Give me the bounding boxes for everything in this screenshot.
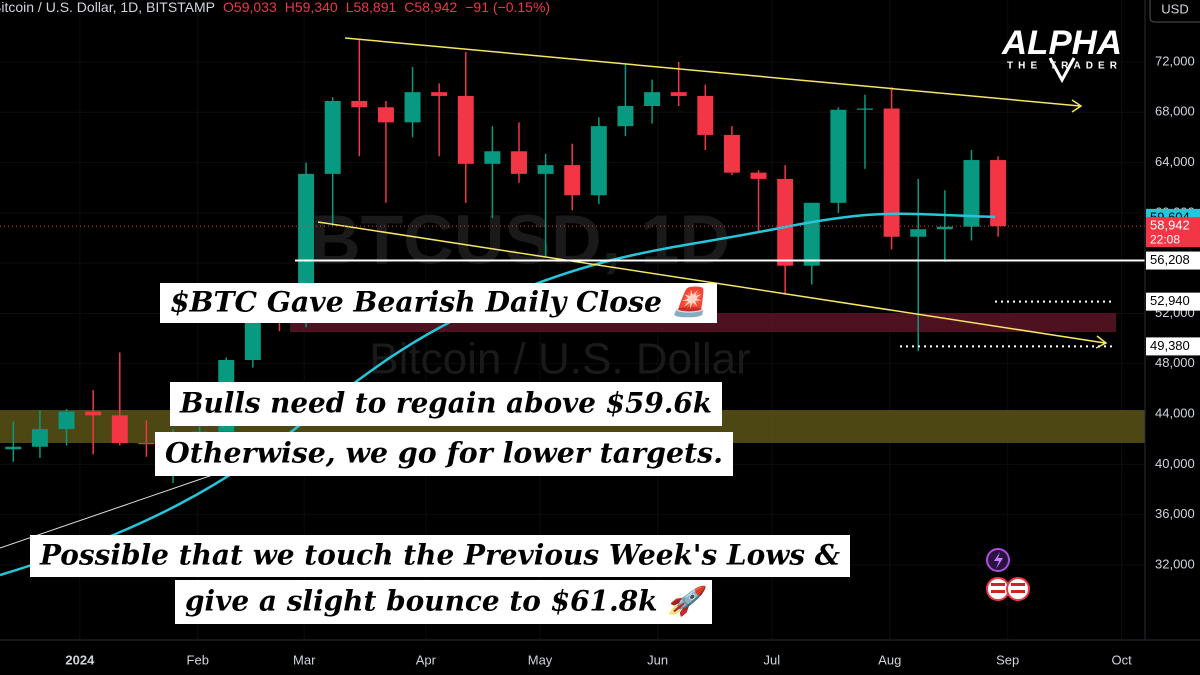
- trend-line: [317, 221, 1106, 344]
- x-tick-label: Mar: [293, 652, 316, 667]
- annotation: Bulls need to regain above $59.6k: [170, 382, 722, 426]
- candle-body: [564, 165, 581, 196]
- header-part: Bitcoin / U.S. Dollar, 1D, BITSTAMP: [0, 0, 215, 15]
- candle-body: [111, 415, 128, 443]
- candle-body: [883, 108, 900, 237]
- x-tick-label: Feb: [187, 652, 209, 667]
- y-tick-label: 44,000: [1155, 405, 1195, 420]
- price-label-box: [1146, 251, 1200, 270]
- price-label: 49,380: [1150, 338, 1190, 353]
- annotation-text: Otherwise, we go for lower targets.: [165, 437, 723, 470]
- candle-body: [777, 178, 794, 266]
- logo-subtext: THE TRADER: [1007, 61, 1118, 72]
- candle-body: [5, 446, 22, 450]
- y-tick-label: 48,000: [1155, 355, 1195, 370]
- candle-body: [644, 92, 661, 106]
- candle-body: [351, 100, 368, 108]
- y-tick-label: 64,000: [1155, 154, 1195, 169]
- header-part: H59,340: [285, 0, 338, 15]
- button-label[interactable]: USD: [1161, 1, 1188, 16]
- price-label-box: [1146, 337, 1200, 356]
- candle-body: [298, 173, 315, 318]
- x-tick-label: May: [528, 652, 553, 667]
- candle-body: [750, 172, 767, 179]
- arrow-head: [1071, 99, 1083, 113]
- y-tick-label: 32,000: [1155, 556, 1195, 571]
- x-tick-label: Jul: [764, 652, 781, 667]
- candle-body: [138, 442, 155, 445]
- header-part: O59,033: [223, 0, 277, 15]
- price-label-box: [1146, 217, 1200, 248]
- price-countdown: 22:08: [1150, 232, 1180, 246]
- x-tick-label: 2024: [65, 652, 95, 667]
- candle-body: [936, 226, 953, 230]
- annotation-text: give a slight bounce to $61.8k 🚀: [185, 585, 708, 618]
- price-label: 56,208: [1150, 252, 1190, 267]
- header: Bitcoin / U.S. Dollar, 1D, BITSTAMP O59,0…: [0, 0, 550, 15]
- trend-line: [344, 37, 1081, 107]
- candle-body: [723, 134, 740, 173]
- candle-body: [670, 92, 687, 96]
- annotation-text: Bulls need to regain above $59.6k: [179, 387, 712, 420]
- logo-mark: [1048, 57, 1076, 84]
- annotation: give a slight bounce to $61.8k 🚀: [175, 580, 712, 624]
- x-tick-label: Sep: [996, 652, 1019, 667]
- candle-body: [31, 429, 48, 447]
- candle-body: [404, 92, 421, 123]
- annotation-text: $BTC Gave Bearish Daily Close 🚨: [170, 286, 711, 319]
- price-label: 58,942: [1150, 218, 1190, 233]
- header-part: L58,891: [346, 0, 397, 15]
- event-icons: [986, 548, 1030, 601]
- candle-body: [244, 312, 261, 360]
- watermark: Bitcoin / U.S. Dollar: [369, 335, 750, 384]
- candle-body: [910, 229, 927, 237]
- candle-body: [484, 151, 501, 164]
- candle-body: [431, 92, 448, 96]
- candle-body: [963, 160, 980, 227]
- candle-body: [511, 151, 527, 174]
- candle-body: [857, 108, 873, 110]
- currency-button[interactable]: USD: [1149, 0, 1200, 23]
- candle-body: [58, 411, 75, 430]
- x-tick-label: Apr: [416, 652, 437, 667]
- x-tick-label: Oct: [1111, 652, 1132, 667]
- y-tick-label: 72,000: [1155, 53, 1195, 68]
- y-tick-label: 36,000: [1155, 506, 1195, 521]
- annotation: Otherwise, we go for lower targets.: [155, 432, 733, 476]
- header-part: −91 (−0.15%): [465, 0, 550, 15]
- levels: [0, 225, 1145, 348]
- x-tick-label: Jun: [647, 652, 668, 667]
- candle-body: [617, 105, 634, 127]
- candle-body: [830, 109, 847, 203]
- candle-body: [324, 100, 341, 174]
- candle-body: [457, 95, 474, 164]
- candle-body: [590, 126, 607, 196]
- candle-body: [990, 160, 1007, 227]
- candle-body: [537, 165, 554, 174]
- y-tick-label: 68,000: [1155, 104, 1195, 119]
- candle-body: [85, 411, 102, 416]
- annotation-text: Possible that we touch the Previous Week…: [39, 539, 840, 572]
- annotation: $BTC Gave Bearish Daily Close 🚨: [160, 283, 717, 323]
- candle-body: [377, 107, 394, 123]
- annotation: Possible that we touch the Previous Week…: [30, 535, 850, 577]
- price-label: 52,940: [1150, 293, 1190, 308]
- candles: [5, 39, 1007, 484]
- header-text: Bitcoin / U.S. Dollar, 1D, BITSTAMP O59,0…: [0, 0, 550, 15]
- header-part: C58,942: [404, 0, 457, 15]
- candle-body: [697, 95, 714, 135]
- logo: ALPHA THE TRADER: [1001, 24, 1122, 84]
- x-tick-label: Aug: [878, 652, 901, 667]
- candle-body: [803, 202, 820, 266]
- button-frame: [1149, 0, 1200, 23]
- watermark: BTCUSD, 1D: [310, 200, 730, 278]
- price-label-box: [1146, 292, 1200, 311]
- y-tick-label: 40,000: [1155, 456, 1195, 471]
- logo-text: ALPHA: [1001, 24, 1122, 62]
